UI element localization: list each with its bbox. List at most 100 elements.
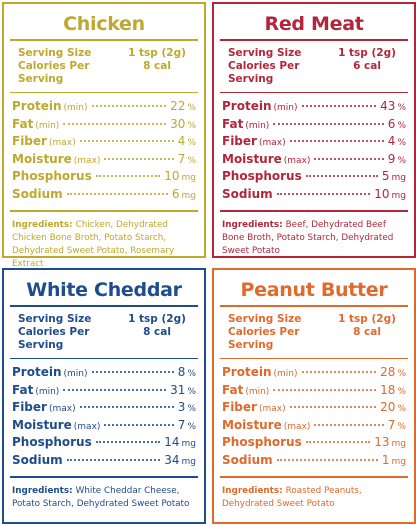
nutrient-name: Fat: [222, 116, 244, 131]
nutrient-value: 22: [170, 99, 186, 113]
nutrient-name: Sodium: [12, 186, 63, 201]
nutrient-unit: mg: [391, 456, 406, 467]
dot-leader: [91, 371, 174, 373]
dot-leader: [314, 423, 384, 426]
dot-leader: [104, 157, 174, 160]
serving-block: Serving Size 1 tsp (2g) Calories Per Servi…: [4, 307, 204, 358]
nutrient-unit: %: [397, 138, 406, 148]
nutrient-name: Phosphorus: [222, 435, 302, 449]
nutrient-unit: %: [187, 421, 196, 432]
nutrient-row: Fat (min) 30%: [12, 117, 196, 135]
ingredients: Ingredients: Chicken, Dehydrated Chicken …: [4, 212, 204, 278]
nutrient-qualifier: (max): [258, 138, 286, 148]
nutrient-unit: %: [397, 120, 406, 131]
nutrient-value: 18: [380, 382, 396, 397]
dot-leader: [305, 441, 371, 443]
calories-label: Calories Per Serving: [18, 59, 90, 85]
ingredients-text: Roasted Peanuts, Dehydrated Sweet Potato: [222, 485, 362, 509]
separator: [10, 39, 198, 41]
nutrient-list: Protein (min) 43% Fat (min) 6% Fiber (max) 4% Moi…: [214, 93, 414, 210]
nutrient-qualifier: (max): [48, 138, 76, 148]
nutrient-row: Sodium 34 mg: [12, 453, 196, 471]
nutrient-unit: mg: [391, 439, 406, 449]
ingredients: Ingredients: Roasted Peanuts, Dehydrated …: [214, 478, 414, 518]
serving-row: Serving Size 1 tsp (2g): [214, 313, 414, 326]
nutrient-unit: %: [397, 386, 406, 397]
separator: [220, 357, 408, 359]
dot-leader: [314, 157, 384, 160]
dot-leader: [104, 423, 174, 426]
nutrient-unit: %: [397, 404, 406, 414]
dot-leader: [289, 140, 384, 142]
nutrient-value: 28: [380, 365, 396, 379]
serving-block: Serving Size 1 tsp (2g) Calories Per Servi…: [214, 307, 414, 358]
nutrient-name: Fiber: [12, 400, 47, 414]
dot-leader: [95, 441, 161, 443]
calories-row: Calories Per Serving 8 cal: [4, 326, 204, 352]
nutrient-unit: %: [187, 386, 196, 397]
nutrient-value: 30: [170, 116, 186, 131]
nutrient-qualifier: (max): [283, 155, 311, 166]
nutrient-value: 3: [177, 400, 186, 414]
nutrient-value: 1: [381, 452, 390, 467]
nutrient-unit: mg: [181, 190, 196, 201]
nutrient-name: Sodium: [222, 186, 273, 201]
nutrient-row: Protein (min) 43%: [222, 99, 406, 117]
nutrient-name: Fat: [222, 382, 244, 397]
separator: [10, 305, 198, 307]
nutrient-value: 20: [380, 400, 396, 414]
nutrient-row: Moisture (max) 7%: [12, 418, 196, 436]
nutrient-row: Sodium 1 mg: [222, 453, 406, 471]
dot-leader: [63, 122, 167, 125]
nutrient-value: 8: [177, 365, 186, 379]
nutrient-value: 14: [164, 435, 180, 449]
dot-leader: [79, 406, 174, 408]
nutrient-row: Fat (min) 31%: [12, 383, 196, 401]
ingredients: Ingredients: Beef, Dehydrated Beef Bone B…: [214, 212, 414, 265]
ingredients-text: Beef, Dehydrated Beef Bone Broth, Potato…: [222, 219, 394, 256]
ingredients-text: Chicken, Dehydrated Chicken Bone Broth, …: [12, 219, 175, 269]
nutrient-row: Moisture (max) 9%: [222, 152, 406, 170]
nutrient-name: Fiber: [222, 400, 257, 414]
nutrient-name: Protein: [222, 99, 272, 113]
nutrient-row: Phosphorus 14 mg: [12, 435, 196, 453]
nutrient-row: Protein (min) 28%: [222, 365, 406, 383]
nutrient-unit: %: [397, 155, 406, 166]
nutrient-name: Moisture: [222, 151, 282, 166]
separator: [220, 305, 408, 307]
nutrient-row: Fiber (max) 3%: [12, 400, 196, 418]
nutrient-unit: %: [397, 369, 406, 379]
dot-leader: [79, 140, 174, 142]
nutrient-name: Fiber: [222, 134, 257, 148]
serving-value: 1 tsp (2g): [338, 312, 396, 325]
nutrient-name: Protein: [222, 365, 272, 379]
nutrient-value: 7: [177, 417, 186, 432]
nutrient-value: 43: [380, 99, 396, 113]
nutrient-unit: %: [187, 103, 196, 113]
nutrient-qualifier: (min): [245, 120, 270, 131]
dot-leader: [289, 406, 377, 408]
nutrient-qualifier: (max): [73, 421, 101, 432]
calories-value: 8 cal: [353, 325, 381, 338]
nutrient-unit: %: [187, 120, 196, 131]
calories-label: Calories Per Serving: [228, 59, 300, 85]
nutrient-name: Sodium: [222, 452, 273, 467]
dot-leader: [305, 175, 378, 177]
dot-leader: [273, 388, 377, 391]
panel-title: Red Meat: [264, 13, 364, 35]
nutrient-unit: %: [397, 103, 406, 113]
nutrient-unit: %: [187, 138, 196, 148]
serving-value: 1 tsp (2g): [128, 312, 186, 325]
serving-block: Serving Size 1 tsp (2g) Calories Per Servi…: [214, 41, 414, 92]
nutrient-unit: %: [397, 421, 406, 432]
nutrient-list: Protein (min) 8% Fat (min) 31% Fiber (max) 3% Moi…: [4, 359, 204, 476]
dot-leader: [276, 192, 371, 195]
dot-leader: [63, 388, 167, 391]
nutrient-name: Sodium: [12, 452, 63, 467]
nutrient-name: Protein: [12, 99, 62, 113]
dot-leader: [66, 458, 161, 461]
serving-row: Serving Size 1 tsp (2g): [214, 47, 414, 60]
calories-label: Calories Per Serving: [228, 325, 300, 351]
nutrient-row: Phosphorus 10 mg: [12, 169, 196, 187]
